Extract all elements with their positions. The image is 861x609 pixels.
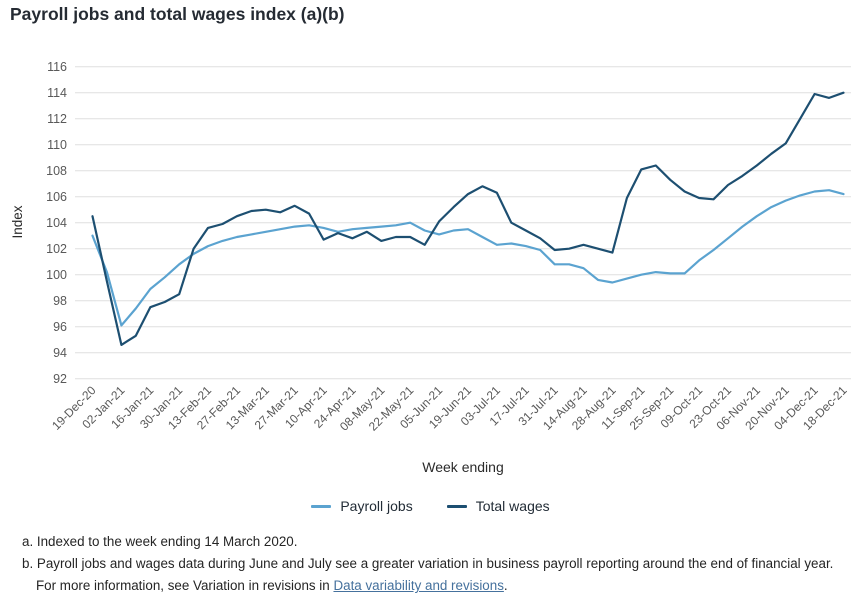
data-variability-link[interactable]: Data variability and revisions bbox=[333, 578, 504, 594]
legend-swatch-icon bbox=[446, 504, 467, 508]
y-tick-label: 108 bbox=[46, 164, 67, 178]
footnotes: a. Indexed to the week ending 14 March 2… bbox=[22, 534, 852, 600]
x-axis-title: Week ending bbox=[422, 459, 503, 475]
y-tick-label: 104 bbox=[46, 216, 67, 230]
footnote-b: b. Payroll jobs and wages data during Ju… bbox=[22, 556, 834, 572]
gridlines bbox=[75, 66, 851, 380]
legend-label: Payroll jobs bbox=[340, 498, 413, 514]
footnote-b-continued: For more information, see Variation in r… bbox=[22, 578, 852, 594]
y-axis-ticks: 92 94 96 98 100 102 104 106 108 110 112 114 116 bbox=[46, 60, 67, 386]
y-tick-label: 106 bbox=[46, 190, 67, 204]
legend-swatch-icon bbox=[311, 504, 332, 508]
total-wages-line bbox=[91, 91, 845, 346]
footnote-a: a. Indexed to the week ending 14 March 2… bbox=[22, 534, 298, 549]
chart-legend: Payroll jobs Total wages bbox=[0, 498, 861, 514]
legend-item-payroll-jobs: Payroll jobs bbox=[311, 498, 413, 514]
y-tick-label: 102 bbox=[46, 242, 67, 256]
y-axis-title: Index bbox=[10, 205, 25, 238]
legend-item-total-wages: Total wages bbox=[446, 498, 550, 514]
y-tick-label: 92 bbox=[53, 372, 67, 386]
y-tick-label: 114 bbox=[47, 86, 67, 100]
y-tick-label: 112 bbox=[47, 112, 67, 126]
legend-label: Total wages bbox=[475, 498, 550, 514]
y-tick-label: 98 bbox=[53, 294, 67, 308]
payroll-jobs-line bbox=[91, 189, 845, 327]
y-tick-label: 116 bbox=[47, 60, 67, 74]
y-tick-label: 94 bbox=[53, 346, 67, 360]
footnote-b2-suffix: . bbox=[503, 578, 508, 594]
chart-canvas: 92 94 96 98 100 102 104 106 108 110 112 114 116 Index… bbox=[10, 60, 851, 475]
x-axis-ticks: 19-Dec-2002-Jan-2116-Jan-2130-Jan-2113-F… bbox=[49, 383, 850, 434]
y-tick-label: 110 bbox=[47, 138, 67, 152]
footnote-b2-prefix: For more information, see Variation in r… bbox=[36, 578, 334, 594]
chart-title: Payroll jobs and total wages index (a)(b… bbox=[10, 4, 345, 24]
y-tick-label: 100 bbox=[46, 268, 67, 282]
y-tick-label: 96 bbox=[53, 320, 67, 334]
